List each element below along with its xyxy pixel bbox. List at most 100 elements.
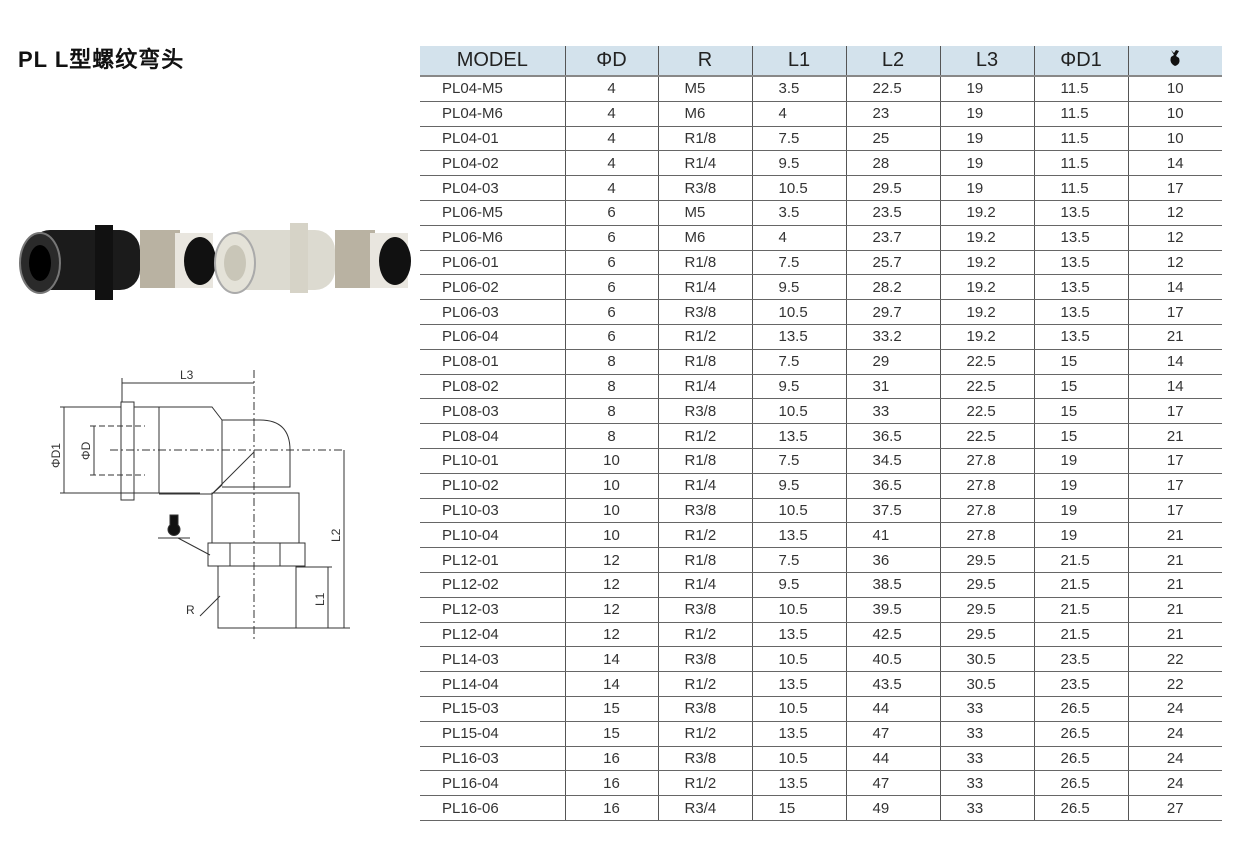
table-row: PL14-04 14 R1/2 13.5 43.5 30.5 23.5 22: [420, 671, 1222, 697]
table-cell: 10.5: [751, 597, 846, 623]
table-cell: 13.5: [1033, 200, 1128, 226]
table-row: PL04-M5 4 M5 3.5 22.5 19 11.5 10: [420, 76, 1222, 102]
table-cell: 14: [1127, 150, 1222, 177]
table-cell: 22.5: [939, 423, 1034, 449]
table-cell: 19.2: [939, 225, 1034, 251]
table-cell: PL08-04: [420, 423, 565, 449]
table-cell: 16: [564, 770, 658, 797]
table-cell: 10: [1127, 101, 1222, 127]
table-cell: 47: [845, 770, 940, 797]
table-row: PL12-03 12 R3/8 10.5 39.5 29.5 21.5 21: [420, 597, 1222, 623]
table-cell: PL10-01: [420, 448, 565, 474]
table-cell: 19.2: [939, 200, 1034, 226]
table-cell: 7.5: [751, 126, 846, 152]
table-cell: 27.8: [939, 522, 1034, 549]
table-cell: R1/8: [657, 349, 752, 375]
table-cell: R1/8: [657, 126, 752, 152]
table-cell: 37.5: [845, 498, 940, 524]
table-cell: 8: [564, 374, 658, 400]
table-cell: 6: [564, 200, 658, 226]
table-cell: 29.5: [845, 175, 940, 201]
table-cell: 33: [939, 721, 1034, 747]
table-cell: 36: [845, 547, 940, 573]
table-cell: 21.5: [1033, 547, 1128, 573]
table-row: PL06-01 6 R1/8 7.5 25.7 19.2 13.5 12: [420, 250, 1222, 276]
column-header: L3: [939, 46, 1034, 77]
table-cell: 13.5: [1033, 225, 1128, 251]
table-cell: 9.5: [751, 274, 846, 301]
label-l3: L3: [180, 368, 194, 382]
table-cell: R3/8: [657, 646, 752, 673]
table-cell: 7.5: [751, 448, 846, 474]
table-cell: 19: [1033, 473, 1128, 499]
table-cell: 19: [939, 101, 1034, 127]
table-cell: R3/8: [657, 175, 752, 201]
table-cell: 12: [1127, 200, 1222, 226]
table-cell: 19: [1033, 522, 1128, 549]
table-cell: 4: [564, 150, 658, 177]
table-cell: M5: [657, 200, 752, 226]
table-cell: 27.8: [939, 448, 1034, 474]
table-cell: 21: [1127, 547, 1222, 573]
white-fitting-image: [214, 223, 411, 294]
table-cell: 4: [564, 76, 658, 102]
table-cell: 19.2: [939, 250, 1034, 276]
table-row: PL15-03 15 R3/8 10.5 44 33 26.5 24: [420, 696, 1222, 722]
table-cell: R1/2: [657, 522, 752, 549]
table-cell: 4: [564, 101, 658, 127]
table-cell: 10.5: [751, 746, 846, 772]
table-cell: 12: [1127, 225, 1222, 251]
table-cell: 23.5: [845, 200, 940, 226]
table-cell: PL14-04: [420, 671, 565, 697]
table-cell: 36.5: [845, 473, 940, 499]
table-cell: PL12-04: [420, 622, 565, 648]
table-cell: 19: [1033, 448, 1128, 474]
table-cell: 13.5: [751, 622, 846, 648]
table-cell: 4: [564, 175, 658, 201]
table-cell: 33: [939, 795, 1034, 821]
table-cell: 17: [1127, 448, 1222, 474]
table-row: PL06-M6 6 M6 4 23.7 19.2 13.5 12: [420, 225, 1222, 251]
spec-table: MODEL ΦD R L1 L2 L3 ΦD1 PL04-M5 4 M5 3.5 22.5 19 11.…: [420, 46, 1222, 821]
table-cell: 14: [564, 646, 658, 673]
table-cell: 13.5: [1033, 299, 1128, 325]
table-row: PL08-01 8 R1/8 7.5 29 22.5 15 14: [420, 349, 1222, 375]
table-cell: 11.5: [1033, 175, 1128, 201]
column-header: ΦD1: [1033, 46, 1128, 77]
table-cell: 23: [845, 101, 940, 127]
table-cell: 27.8: [939, 498, 1034, 524]
table-cell: 21: [1127, 622, 1222, 648]
table-cell: 33.2: [845, 324, 940, 350]
table-row: PL10-02 10 R1/4 9.5 36.5 27.8 19 17: [420, 473, 1222, 499]
table-cell: R1/2: [657, 324, 752, 350]
table-cell: 24: [1127, 746, 1222, 772]
table-row: PL12-01 12 R1/8 7.5 36 29.5 21.5 21: [420, 547, 1222, 573]
table-row: PL10-04 10 R1/2 13.5 41 27.8 19 21: [420, 522, 1222, 549]
table-cell: 22.5: [845, 76, 940, 102]
table-cell: 19: [939, 150, 1034, 177]
table-row: PL16-06 16 R3/4 15 49 33 26.5 27: [420, 795, 1222, 821]
table-cell: R1/2: [657, 622, 752, 648]
table-cell: PL15-03: [420, 696, 565, 722]
table-cell: 12: [1127, 250, 1222, 276]
table-cell: 10: [1127, 126, 1222, 152]
table-cell: 7.5: [751, 349, 846, 375]
table-cell: 15: [564, 696, 658, 722]
table-cell: 29.5: [939, 547, 1034, 573]
table-cell: 8: [564, 398, 658, 425]
table-cell: 33: [939, 770, 1034, 797]
table-row: PL04-M6 4 M6 4 23 19 11.5 10: [420, 101, 1222, 127]
table-cell: R1/4: [657, 473, 752, 499]
table-cell: 19: [1033, 498, 1128, 524]
table-cell: R3/8: [657, 746, 752, 772]
table-cell: 44: [845, 746, 940, 772]
table-cell: 19.2: [939, 299, 1034, 325]
table-cell: M5: [657, 76, 752, 102]
table-cell: 15: [1033, 374, 1128, 400]
table-cell: 29.7: [845, 299, 940, 325]
table-cell: 19: [939, 175, 1034, 201]
table-cell: R3/8: [657, 299, 752, 325]
table-cell: 14: [1127, 374, 1222, 400]
table-cell: 4: [564, 126, 658, 152]
table-cell: PL06-M6: [420, 225, 565, 251]
